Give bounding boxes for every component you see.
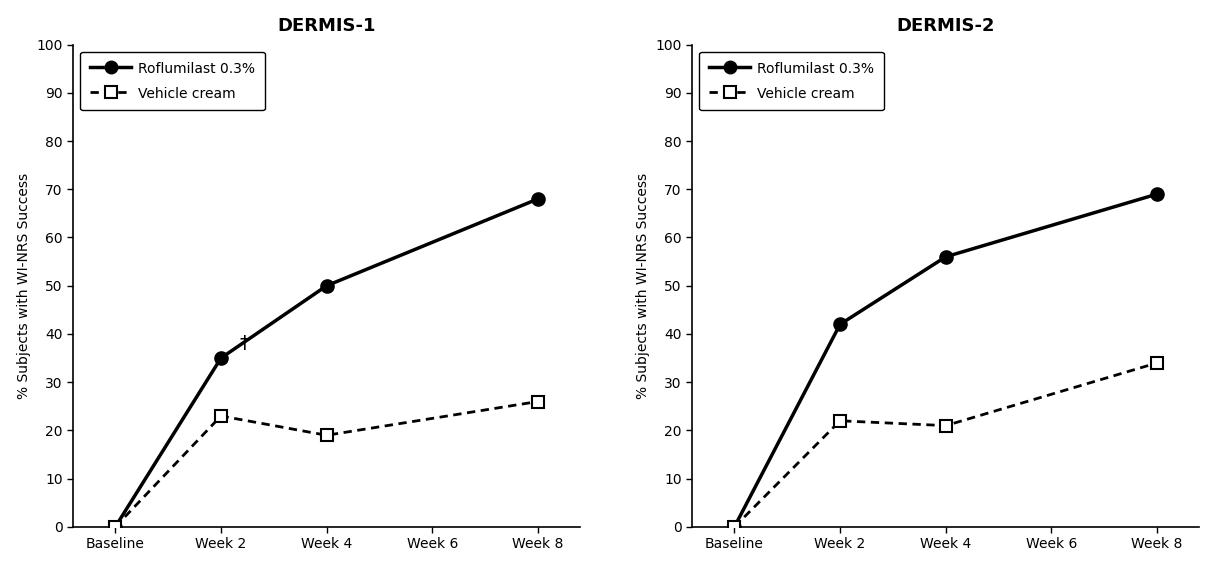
Vehicle cream xyxy=(1150,360,1165,366)
Title: DERMIS-1: DERMIS-1 xyxy=(277,16,376,35)
Line: Roflumilast 0.3%: Roflumilast 0.3% xyxy=(728,188,1164,533)
Vehicle cream xyxy=(214,412,229,419)
Vehicle cream xyxy=(939,422,953,429)
Roflumilast 0.3% xyxy=(214,354,229,361)
Roflumilast 0.3% xyxy=(108,524,123,531)
Line: Vehicle cream: Vehicle cream xyxy=(728,357,1164,533)
Legend: Roflumilast 0.3%, Vehicle cream: Roflumilast 0.3%, Vehicle cream xyxy=(699,52,884,110)
Y-axis label: % Subjects with WI-NRS Success: % Subjects with WI-NRS Success xyxy=(636,173,649,399)
Title: DERMIS-2: DERMIS-2 xyxy=(896,16,995,35)
Text: †: † xyxy=(240,334,249,353)
Roflumilast 0.3% xyxy=(833,321,848,328)
Vehicle cream xyxy=(833,417,848,424)
Roflumilast 0.3% xyxy=(1150,191,1165,198)
Vehicle cream xyxy=(108,524,123,531)
Roflumilast 0.3% xyxy=(320,282,334,289)
Line: Vehicle cream: Vehicle cream xyxy=(109,395,545,533)
Y-axis label: % Subjects with WI-NRS Success: % Subjects with WI-NRS Success xyxy=(17,173,30,399)
Legend: Roflumilast 0.3%, Vehicle cream: Roflumilast 0.3%, Vehicle cream xyxy=(80,52,265,110)
Roflumilast 0.3% xyxy=(727,524,742,531)
Vehicle cream xyxy=(320,432,334,438)
Vehicle cream xyxy=(530,398,545,405)
Roflumilast 0.3% xyxy=(939,253,953,260)
Roflumilast 0.3% xyxy=(530,195,545,202)
Vehicle cream xyxy=(727,524,742,531)
Line: Roflumilast 0.3%: Roflumilast 0.3% xyxy=(109,193,545,533)
